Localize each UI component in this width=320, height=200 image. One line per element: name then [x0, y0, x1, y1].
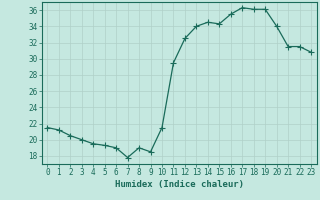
X-axis label: Humidex (Indice chaleur): Humidex (Indice chaleur): [115, 180, 244, 189]
